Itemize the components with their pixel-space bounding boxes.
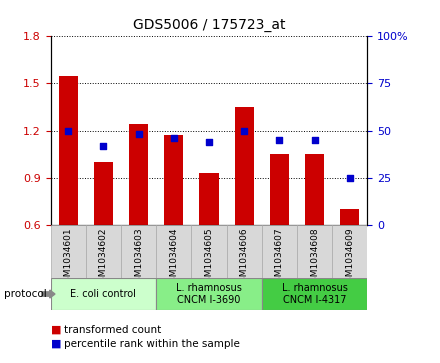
Text: GSM1034605: GSM1034605	[205, 228, 213, 288]
FancyBboxPatch shape	[51, 278, 156, 310]
Bar	[340, 209, 359, 225]
Text: L. rhamnosus
CNCM I-3690: L. rhamnosus CNCM I-3690	[176, 283, 242, 305]
Text: GSM1034601: GSM1034601	[64, 228, 73, 288]
FancyBboxPatch shape	[262, 225, 297, 278]
Bar	[59, 76, 78, 225]
Text: GSM1034607: GSM1034607	[275, 228, 284, 288]
Text: GSM1034608: GSM1034608	[310, 228, 319, 288]
Point	[100, 143, 107, 149]
Text: ■: ■	[51, 339, 61, 349]
Text: GSM1034609: GSM1034609	[345, 228, 354, 288]
Text: GSM1034602: GSM1034602	[99, 228, 108, 288]
Bar	[270, 154, 289, 225]
Text: GSM1034604: GSM1034604	[169, 228, 178, 288]
Point	[311, 137, 318, 143]
FancyBboxPatch shape	[297, 225, 332, 278]
Point	[65, 128, 72, 134]
Text: L. rhamnosus
CNCM I-4317: L. rhamnosus CNCM I-4317	[282, 283, 348, 305]
Text: GSM1034606: GSM1034606	[240, 228, 249, 288]
Title: GDS5006 / 175723_at: GDS5006 / 175723_at	[133, 19, 285, 33]
FancyBboxPatch shape	[121, 225, 156, 278]
Text: ■: ■	[51, 325, 61, 335]
Bar	[235, 107, 254, 225]
FancyBboxPatch shape	[86, 225, 121, 278]
Bar	[129, 125, 148, 225]
FancyBboxPatch shape	[332, 225, 367, 278]
FancyBboxPatch shape	[51, 225, 86, 278]
Bar	[305, 154, 324, 225]
Point	[346, 175, 353, 181]
Point	[170, 135, 177, 141]
Bar	[164, 135, 183, 225]
FancyBboxPatch shape	[156, 278, 262, 310]
FancyBboxPatch shape	[156, 225, 191, 278]
Point	[276, 137, 283, 143]
Text: percentile rank within the sample: percentile rank within the sample	[64, 339, 240, 349]
Text: GSM1034603: GSM1034603	[134, 228, 143, 288]
FancyBboxPatch shape	[262, 278, 367, 310]
Point	[135, 131, 142, 137]
Bar	[199, 173, 219, 225]
Bar	[94, 162, 113, 225]
Text: E. coli control: E. coli control	[70, 289, 136, 299]
Point	[241, 128, 248, 134]
FancyBboxPatch shape	[227, 225, 262, 278]
FancyBboxPatch shape	[191, 225, 227, 278]
Text: transformed count: transformed count	[64, 325, 161, 335]
Point	[205, 139, 213, 145]
Text: protocol: protocol	[4, 289, 47, 299]
